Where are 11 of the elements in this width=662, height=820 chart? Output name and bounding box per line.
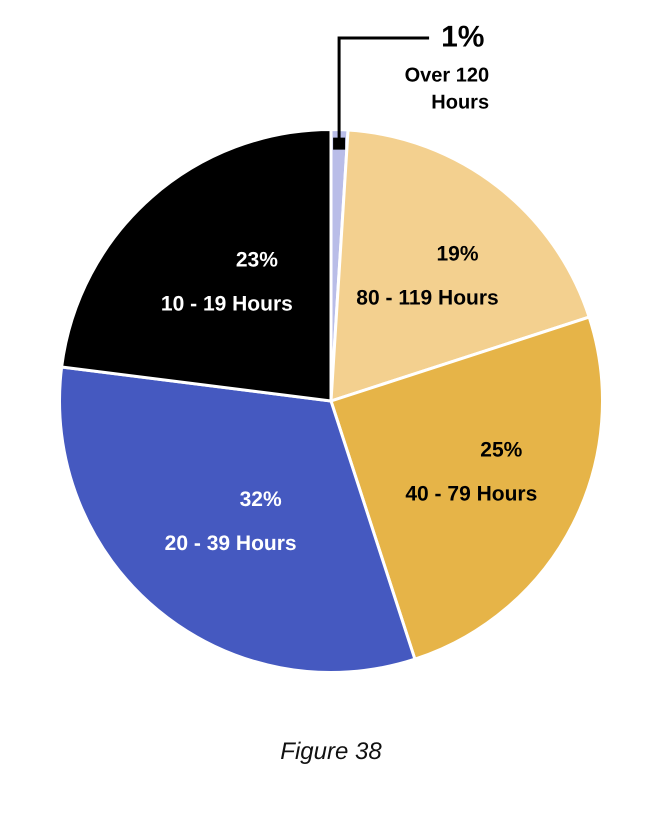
slice-label: 80 - 119 Hours: [356, 286, 499, 310]
slice-label: 40 - 79 Hours: [405, 482, 538, 506]
data-label: 23%: [236, 248, 278, 272]
slice-label: 20 - 39 Hours: [164, 532, 297, 556]
slice-label: 10 - 19 Hours: [160, 292, 293, 316]
data-label: 19%: [436, 242, 479, 266]
caption: Figure 38: [279, 738, 383, 766]
slice-label: Over 120 Hours: [404, 64, 490, 114]
data-label: 1%: [441, 20, 484, 54]
data-label: 25%: [480, 438, 523, 462]
data-label: 32%: [240, 488, 282, 512]
